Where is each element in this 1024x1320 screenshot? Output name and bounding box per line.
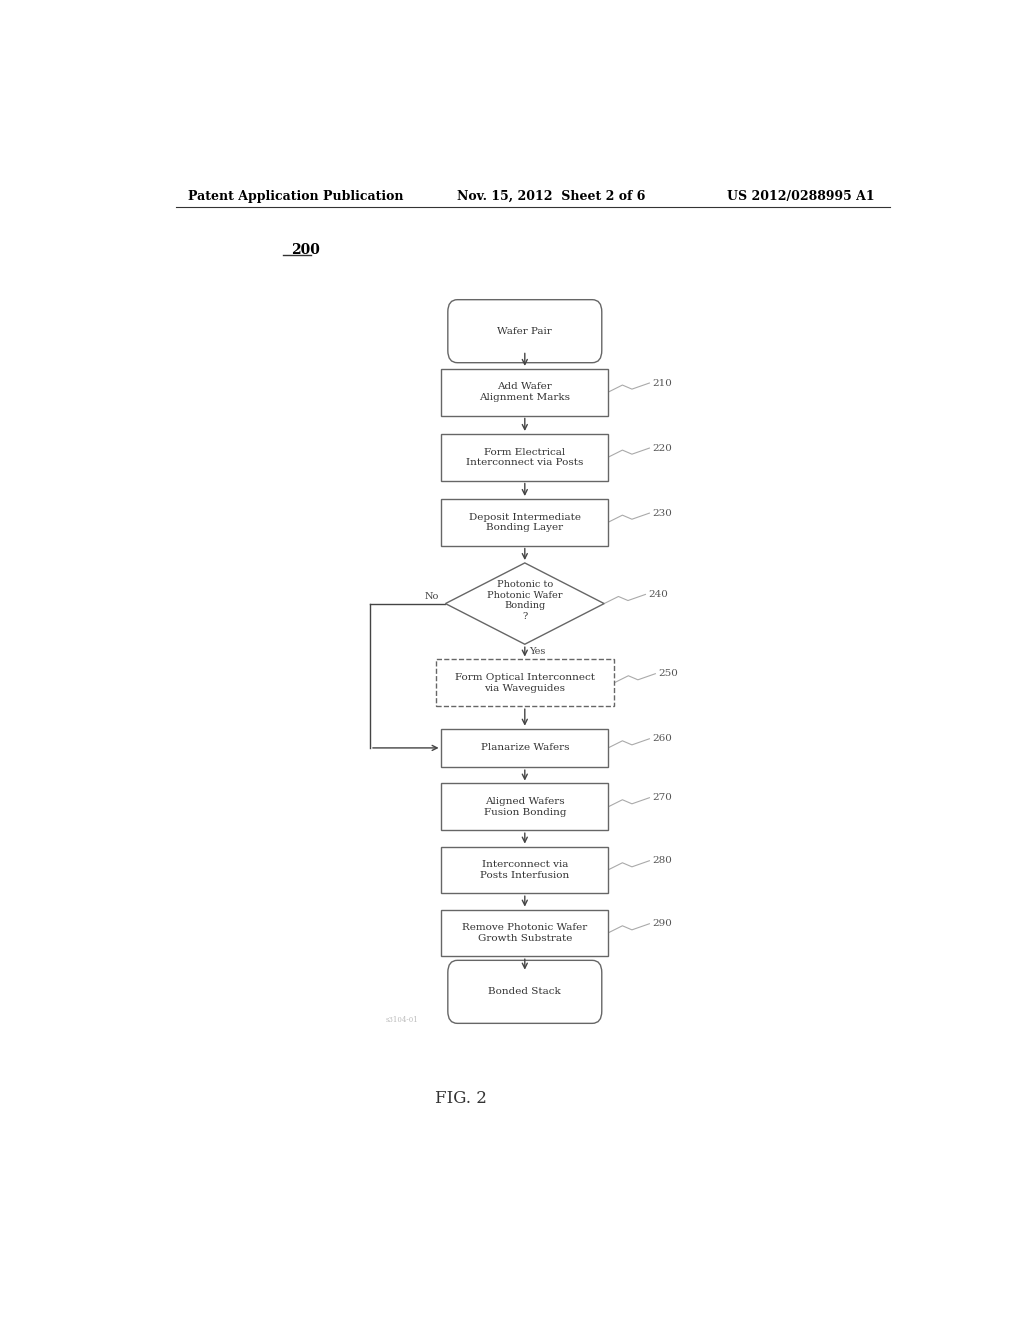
Bar bbox=[441, 434, 608, 480]
Text: 210: 210 bbox=[652, 379, 673, 388]
FancyBboxPatch shape bbox=[447, 961, 602, 1023]
Bar bbox=[441, 784, 608, 830]
Text: Remove Photonic Wafer
Growth Substrate: Remove Photonic Wafer Growth Substrate bbox=[462, 923, 588, 942]
Text: FIG. 2: FIG. 2 bbox=[435, 1090, 487, 1107]
FancyBboxPatch shape bbox=[447, 300, 602, 363]
Text: 240: 240 bbox=[648, 590, 669, 599]
Text: Bonded Stack: Bonded Stack bbox=[488, 987, 561, 997]
Text: Planarize Wafers: Planarize Wafers bbox=[480, 743, 569, 752]
Text: 220: 220 bbox=[652, 444, 673, 453]
Bar bbox=[441, 368, 608, 416]
Text: Patent Application Publication: Patent Application Publication bbox=[187, 190, 403, 202]
Polygon shape bbox=[445, 562, 604, 644]
Text: 230: 230 bbox=[652, 508, 673, 517]
Bar bbox=[435, 660, 614, 706]
Text: Wafer Pair: Wafer Pair bbox=[498, 326, 552, 335]
Text: s3104-01: s3104-01 bbox=[386, 1016, 419, 1024]
Bar bbox=[441, 909, 608, 956]
Text: Yes: Yes bbox=[528, 647, 545, 656]
Text: 260: 260 bbox=[652, 734, 673, 743]
Bar bbox=[441, 729, 608, 767]
Text: Deposit Intermediate
Bonding Layer: Deposit Intermediate Bonding Layer bbox=[469, 512, 581, 532]
Text: 280: 280 bbox=[652, 857, 673, 865]
Text: Aligned Wafers
Fusion Bonding: Aligned Wafers Fusion Bonding bbox=[483, 797, 566, 817]
Text: 270: 270 bbox=[652, 793, 673, 803]
Text: No: No bbox=[425, 591, 439, 601]
Text: US 2012/0288995 A1: US 2012/0288995 A1 bbox=[727, 190, 874, 202]
Text: Form Electrical
Interconnect via Posts: Form Electrical Interconnect via Posts bbox=[466, 447, 584, 467]
Bar bbox=[441, 846, 608, 894]
Text: Add Wafer
Alignment Marks: Add Wafer Alignment Marks bbox=[479, 383, 570, 401]
Bar bbox=[441, 499, 608, 545]
Text: Nov. 15, 2012  Sheet 2 of 6: Nov. 15, 2012 Sheet 2 of 6 bbox=[458, 190, 646, 202]
Text: Photonic to
Photonic Wafer
Bonding
?: Photonic to Photonic Wafer Bonding ? bbox=[487, 581, 562, 620]
Text: Interconnect via
Posts Interfusion: Interconnect via Posts Interfusion bbox=[480, 861, 569, 879]
Text: 250: 250 bbox=[658, 669, 678, 678]
Text: 200: 200 bbox=[291, 243, 319, 257]
Text: Form Optical Interconnect
via Waveguides: Form Optical Interconnect via Waveguides bbox=[455, 673, 595, 693]
Text: 290: 290 bbox=[652, 919, 673, 928]
